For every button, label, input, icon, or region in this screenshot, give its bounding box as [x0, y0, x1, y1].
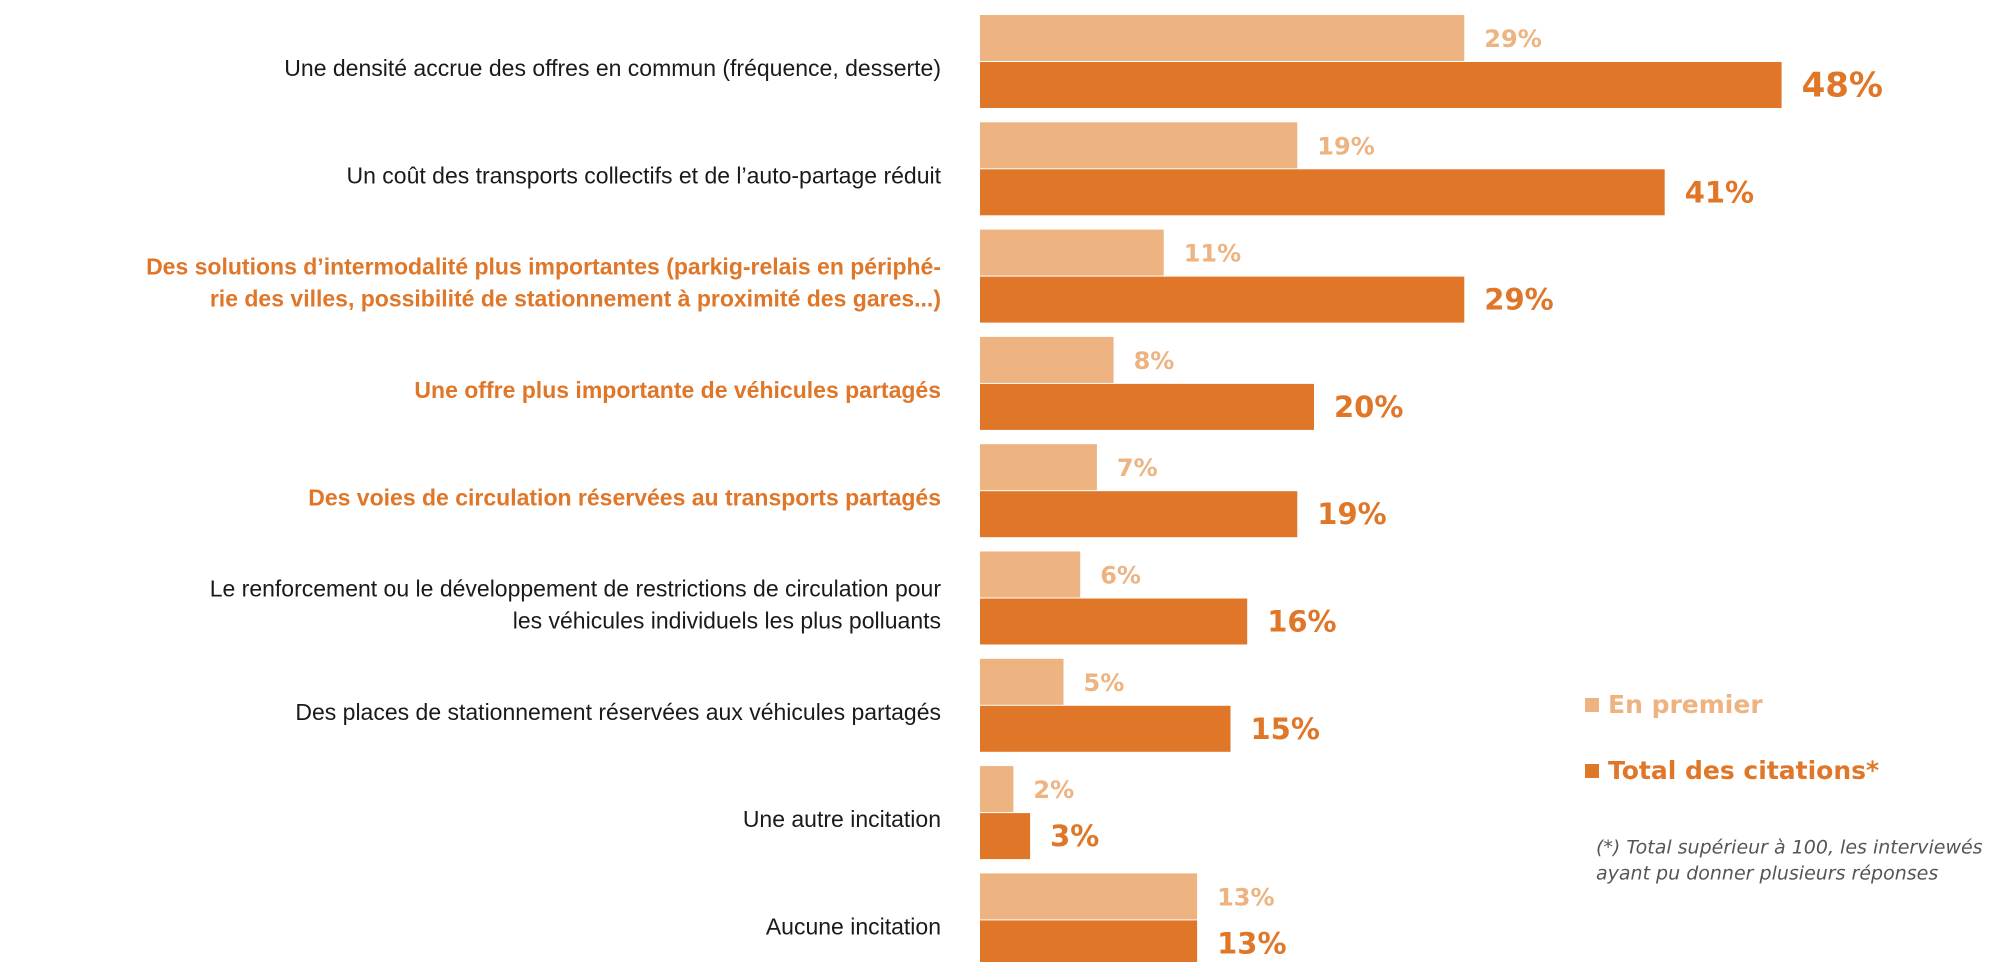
category-label: Des voies de circulation réservées au tr… — [308, 484, 941, 510]
bar — [980, 658, 1064, 705]
bar — [980, 229, 1164, 276]
category-label: Des solutions d’intermodalité plus impor… — [146, 254, 941, 280]
legend-label: Total des citations* — [1608, 756, 1879, 785]
category-label: Des places de stationnement réservées au… — [295, 699, 941, 725]
value-label: 8% — [1134, 347, 1175, 375]
bar — [980, 122, 1298, 169]
bar — [980, 705, 1231, 752]
bar — [980, 551, 1081, 598]
category-label: Le renforcement ou le développement de r… — [210, 576, 942, 602]
value-label: 29% — [1484, 25, 1541, 53]
legend-swatch — [1585, 764, 1599, 778]
bar — [980, 491, 1298, 538]
bar — [980, 276, 1465, 323]
footnote: ayant pu donner plusieurs réponses — [1596, 863, 1938, 885]
value-label: 13% — [1217, 926, 1286, 960]
bar — [980, 873, 1198, 920]
footnote: (*) Total supérieur à 100, les interview… — [1596, 837, 1983, 859]
bar — [980, 336, 1114, 383]
category-label: les véhicules individuels les plus pollu… — [513, 608, 941, 634]
category-label: Une autre incitation — [743, 806, 941, 832]
value-label: 3% — [1050, 819, 1099, 853]
value-label: 16% — [1267, 605, 1336, 639]
bar — [980, 813, 1031, 860]
value-label: 7% — [1117, 454, 1158, 482]
legend-label: En premier — [1608, 690, 1763, 719]
value-label: 2% — [1033, 776, 1074, 804]
bar — [980, 444, 1097, 491]
category-label: Un coût des transports collectifs et de … — [347, 162, 942, 188]
bar — [980, 15, 1465, 61]
value-label: 29% — [1484, 283, 1553, 317]
bar — [980, 169, 1665, 216]
value-label: 13% — [1217, 883, 1274, 911]
bar — [980, 766, 1014, 813]
legend-swatch — [1585, 698, 1599, 712]
value-label: 6% — [1100, 562, 1141, 590]
value-label: 20% — [1334, 390, 1403, 424]
bar — [980, 598, 1248, 645]
bar — [980, 920, 1198, 962]
value-label: 19% — [1317, 132, 1374, 160]
category-label: Aucune incitation — [766, 913, 941, 939]
value-label: 41% — [1685, 175, 1754, 209]
category-label: rie des villes, possibilité de stationne… — [210, 286, 941, 312]
value-label: 5% — [1084, 669, 1125, 697]
bar — [980, 62, 1782, 108]
value-label: 19% — [1317, 497, 1386, 531]
category-label: Une offre plus importante de véhicules p… — [414, 377, 941, 403]
value-label: 48% — [1802, 66, 1883, 106]
value-label: 15% — [1251, 712, 1320, 746]
bar — [980, 383, 1314, 430]
category-label: Une densité accrue des offres en commun … — [284, 55, 941, 81]
value-label: 11% — [1184, 240, 1241, 268]
